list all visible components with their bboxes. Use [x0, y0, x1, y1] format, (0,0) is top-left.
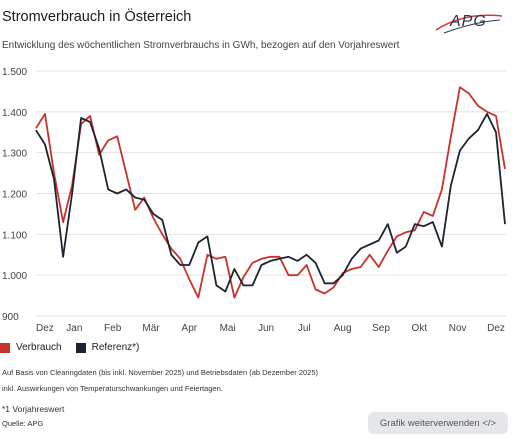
x-tick-label: Nov	[449, 323, 467, 334]
chart-subtitle: Entwicklung des wöchentlichen Stromverbr…	[2, 40, 400, 51]
x-tick-label: Jul	[298, 323, 311, 334]
y-tick-label: 1.500	[2, 67, 27, 78]
reuse-graphic-button[interactable]: Grafik weiterverwenden </>	[368, 412, 508, 434]
legend-swatch-referenz	[75, 342, 86, 353]
x-tick-label: Mai	[220, 323, 236, 334]
x-tick-label: Jun	[258, 323, 274, 334]
note-line-1: Auf Basis von Clearingdaten (bis inkl. N…	[2, 368, 319, 377]
x-tick-label: Sep	[372, 323, 390, 334]
x-tick-label: Mär	[142, 323, 160, 334]
x-axis-ticks: Dez Jan Feb Mär Apr Mai Jun Jul Aug Sep Okt Nov Dez	[36, 323, 505, 334]
x-tick-label: Apr	[182, 323, 198, 334]
y-tick-label: 900	[2, 312, 19, 323]
legend-label-verbrauch: Verbrauch	[16, 342, 62, 353]
x-tick-label: Aug	[334, 323, 352, 334]
x-tick-label: Dez	[487, 323, 505, 334]
series-lines	[35, 86, 506, 299]
logo-text: APG	[450, 13, 487, 30]
x-tick-label: Jan	[66, 323, 82, 334]
chart-legend: Verbrauch Referenz*)	[0, 342, 153, 353]
x-tick-label: Feb	[104, 323, 122, 334]
y-tick-label: 1.200	[2, 190, 27, 201]
y-tick-label: 1.000	[2, 271, 27, 282]
series-line-verbrauch	[35, 86, 506, 299]
legend-label-referenz: Referenz*)	[91, 342, 140, 353]
series-line-referenz	[35, 113, 506, 293]
footnote: *1 Vorjahreswert	[2, 404, 65, 414]
grid-lines	[36, 70, 506, 317]
source-note: Quelle: APG	[2, 419, 44, 428]
legend-item-referenz[interactable]: Referenz*)	[75, 342, 140, 353]
logo-swoosh-icon	[435, 14, 503, 34]
apg-logo: APG	[434, 10, 504, 36]
y-tick-label: 1.400	[2, 108, 27, 119]
line-chart: 1.500 1.400 1.300 1.200 1.100 1.000 900 Dez Jan…	[2, 67, 506, 334]
x-tick-label: Dez	[36, 323, 54, 334]
note-line-2: inkl. Auswirkungen von Temperaturschwank…	[2, 384, 223, 393]
y-axis-ticks: 1.500 1.400 1.300 1.200 1.100 1.000 900	[2, 67, 27, 323]
x-tick-label: Okt	[412, 323, 428, 334]
legend-swatch-verbrauch	[0, 342, 10, 353]
legend-item-verbrauch[interactable]: Verbrauch	[0, 342, 62, 353]
y-tick-label: 1.100	[2, 230, 27, 241]
chart-title: Stromverbrauch in Österreich	[2, 9, 192, 25]
y-tick-label: 1.300	[2, 149, 27, 160]
